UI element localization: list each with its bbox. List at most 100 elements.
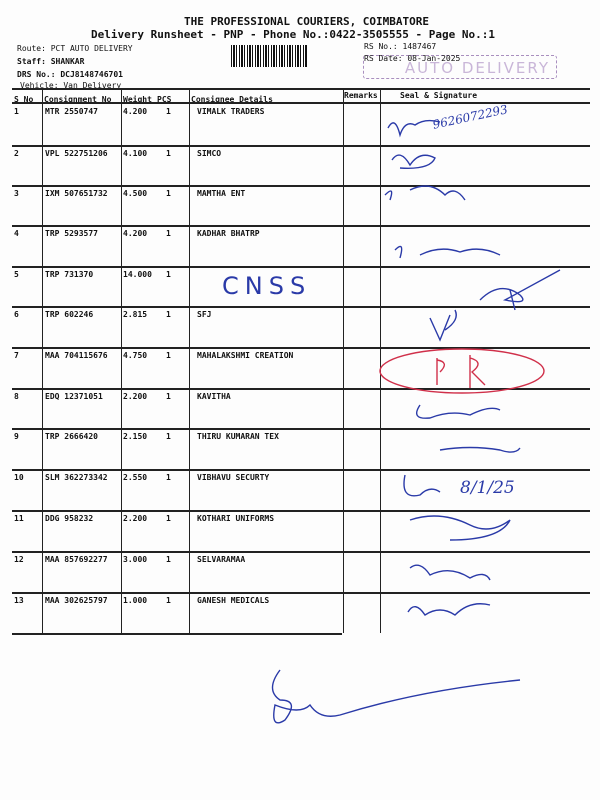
- row-pcs: 1: [166, 189, 171, 198]
- header-divider: [12, 102, 590, 104]
- staff: Staff: SHANKAR: [17, 57, 85, 66]
- row-pcs: 1: [166, 229, 171, 238]
- row-consignee: MAHALAKSHMI CREATION: [197, 351, 294, 360]
- column-divider: [380, 89, 382, 633]
- col-consignment: Consignment No: [44, 95, 112, 104]
- signature-10: [403, 474, 441, 497]
- signature-11: [409, 515, 511, 541]
- row-weight: 2.150: [123, 432, 148, 441]
- barcode: [231, 45, 307, 67]
- row-sno: 1: [14, 107, 19, 116]
- auto-delivery-stamp: AUTO DELIVERY: [363, 55, 557, 79]
- row-sno: 13: [14, 596, 24, 605]
- row-weight: 4.200: [123, 107, 148, 116]
- row-weight: 2.200: [123, 514, 148, 523]
- row-sno: 3: [14, 189, 19, 198]
- red-initials: [436, 355, 486, 388]
- row-pcs: 1: [166, 514, 171, 523]
- rs-number: RS No.: 1487467: [364, 42, 437, 51]
- row-divider: [12, 347, 590, 349]
- row-pcs: 1: [166, 432, 171, 441]
- row-pcs: 1: [166, 107, 171, 116]
- row-consignee: MAMTHA ENT: [197, 189, 246, 198]
- row-divider: [12, 225, 590, 227]
- row-consignee: GANESH MEDICALS: [197, 596, 270, 605]
- row-consignee: THIRU KUMARAN TEX: [197, 432, 279, 441]
- row-pcs: 1: [166, 596, 171, 605]
- row-divider: [12, 145, 590, 147]
- signature-2: [391, 154, 436, 169]
- row-sno: 5: [14, 270, 19, 279]
- signature-1: [387, 119, 441, 138]
- row-weight: 1.000: [123, 596, 148, 605]
- row-consignment: IXM 507651732: [45, 189, 108, 198]
- row-consignment: VPL 522751206: [45, 149, 108, 158]
- bottom-signature: [271, 669, 521, 724]
- row-pcs: 1: [166, 310, 171, 319]
- row-pcs: 1: [166, 392, 171, 401]
- row-consignee: KOTHARI UNIFORMS: [197, 514, 275, 523]
- signature-6: [429, 309, 457, 342]
- signature-12: [409, 564, 491, 581]
- vehicle: Vehicle: Van Delivery: [20, 81, 122, 90]
- company-name: THE PROFESSIONAL COURIERS, COIMBATORE: [184, 15, 430, 28]
- row-divider: [12, 633, 342, 635]
- row-sno: 11: [14, 514, 24, 523]
- runsheet-subtitle: Delivery Runsheet - PNP - Phone No.:0422…: [91, 28, 495, 41]
- col-consignee: Consignee Details: [191, 95, 273, 104]
- row-pcs: 1: [166, 149, 171, 158]
- row-sno: 6: [14, 310, 19, 319]
- row-weight: 2.815: [123, 310, 148, 319]
- row-pcs: 1: [166, 270, 171, 279]
- row-consignee: SELVARAMAA: [197, 555, 246, 564]
- column-divider: [121, 89, 123, 633]
- row-weight: 2.200: [123, 392, 148, 401]
- col-sno: S No: [14, 95, 34, 104]
- row-consignment: TRP 731370: [45, 270, 94, 279]
- row-consignee: KADHAR BHATRP: [197, 229, 260, 238]
- drs-number: DRS No.: DCJ8148746701: [17, 70, 123, 79]
- row-weight: 4.500: [123, 189, 148, 198]
- column-divider: [189, 89, 191, 633]
- col-pcs: PCS: [157, 95, 172, 104]
- row-weight: 3.000: [123, 555, 148, 564]
- row-consignment: TRP 2666420: [45, 432, 98, 441]
- signature-9: [439, 446, 521, 453]
- row-divider: [12, 306, 590, 308]
- signature-13: [407, 603, 491, 616]
- row-divider: [12, 185, 590, 187]
- row-divider: [12, 388, 590, 390]
- signature-8: [416, 404, 501, 419]
- row-weight: 2.550: [123, 473, 148, 482]
- row-consignee: VIBHAVU SECURTY: [197, 473, 270, 482]
- row-consignment: MAA 857692277: [45, 555, 108, 564]
- row-divider: [12, 266, 590, 268]
- column-divider: [343, 89, 345, 633]
- signature-5: [479, 269, 561, 311]
- col-seal: Seal & Signature: [400, 91, 478, 100]
- row-consignee: KAVITHA: [197, 392, 231, 401]
- row-divider: [12, 592, 590, 594]
- row-consignee: VIMALK TRADERS: [197, 107, 265, 116]
- row-sno: 2: [14, 149, 19, 158]
- row-consignment: SLM 362273342: [45, 473, 108, 482]
- row-weight: 4.750: [123, 351, 148, 360]
- row-consignee: SFJ: [197, 310, 212, 319]
- row-consignment: MAA 704115676: [45, 351, 108, 360]
- row-divider: [12, 469, 590, 471]
- row-sno: 12: [14, 555, 24, 564]
- row-pcs: 1: [166, 473, 171, 482]
- row-consignment: TRP 602246: [45, 310, 94, 319]
- row-sno: 9: [14, 432, 19, 441]
- row-divider: [12, 510, 590, 512]
- row-divider: [12, 551, 590, 553]
- row-weight: 4.100: [123, 149, 148, 158]
- row-pcs: 1: [166, 555, 171, 564]
- handwritten-date: 8/1/25: [460, 478, 515, 498]
- row-sno: 10: [14, 473, 24, 482]
- row-sno: 8: [14, 392, 19, 401]
- route: Route: PCT AUTO DELIVERY: [17, 44, 133, 53]
- signature-3: [384, 185, 466, 201]
